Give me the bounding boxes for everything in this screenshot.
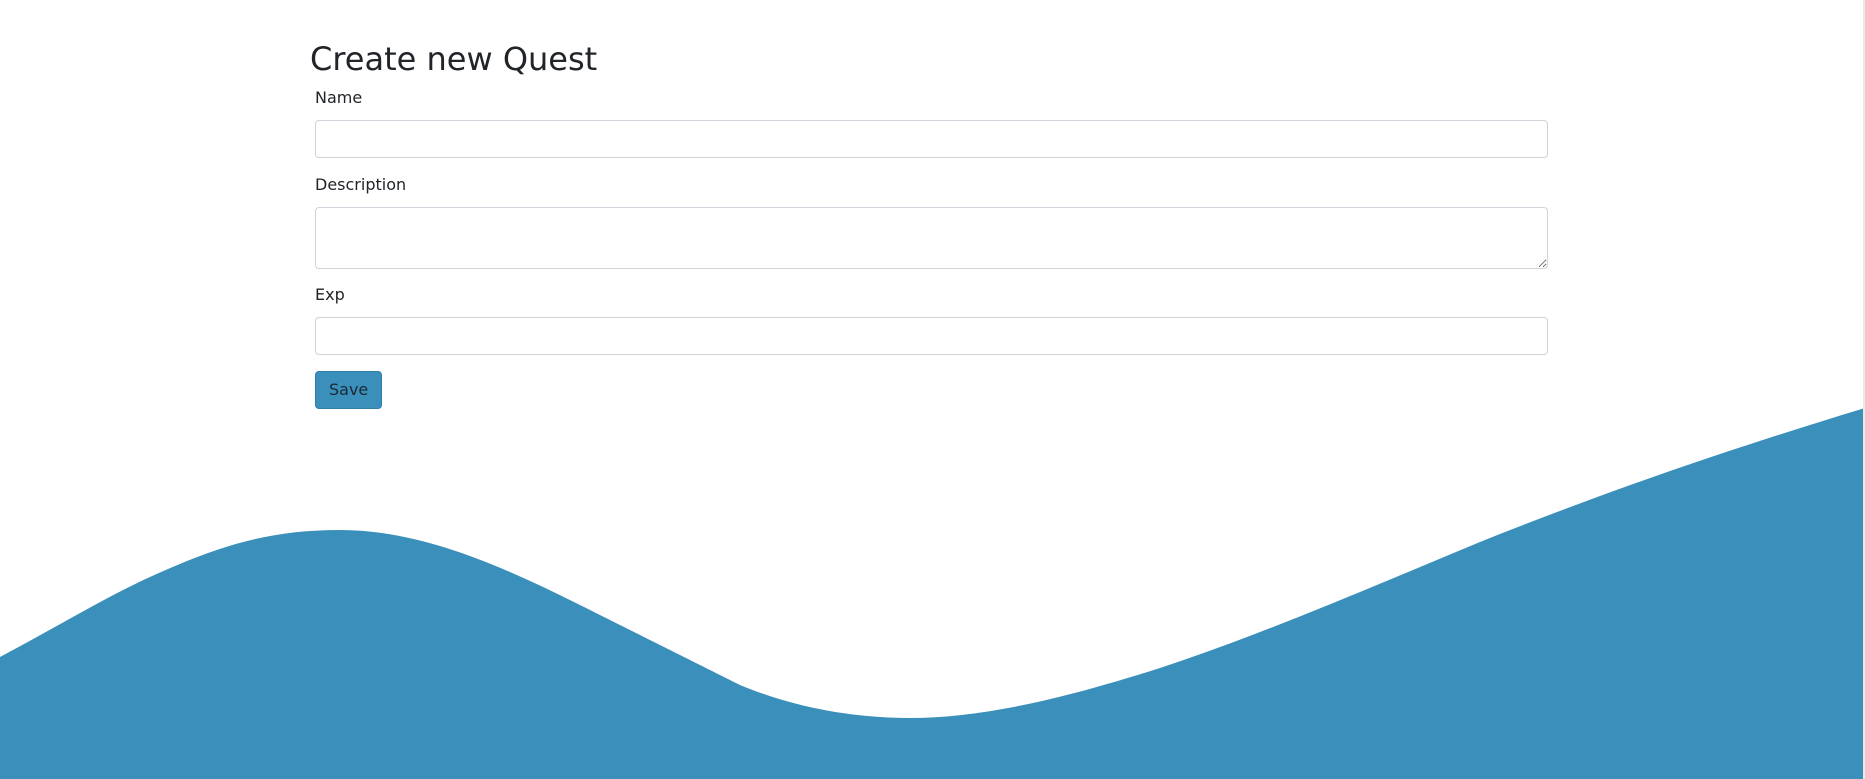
wave-shape: [0, 408, 1865, 779]
actions: Save: [315, 355, 1550, 410]
name-label: Name: [315, 88, 363, 108]
save-button[interactable]: Save: [315, 371, 383, 410]
name-input[interactable]: [315, 120, 1548, 159]
exp-label: Exp: [315, 285, 345, 305]
description-label: Description: [315, 175, 407, 195]
page-title: Create new Quest: [310, 40, 598, 78]
create-quest-form: Create new Quest Name Description Exp Sa…: [310, 40, 1550, 410]
description-textarea[interactable]: [315, 207, 1548, 270]
exp-input[interactable]: [315, 317, 1548, 356]
exp-field-group: Exp: [315, 285, 1550, 356]
name-field-group: Name: [315, 88, 1550, 159]
description-field-group: Description: [315, 175, 1550, 270]
scrollbar-edge[interactable]: [1863, 0, 1865, 779]
